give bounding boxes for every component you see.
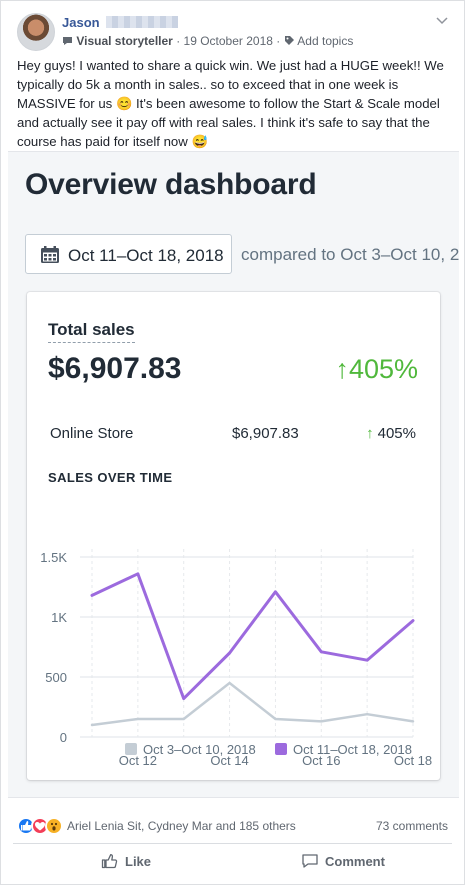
dashboard-title: Overview dashboard — [25, 168, 317, 201]
total-sales-label[interactable]: Total sales — [48, 320, 135, 343]
thumbs-up-icon — [101, 854, 118, 869]
comment-label: Comment — [325, 854, 385, 869]
author-name[interactable]: Jason — [62, 15, 100, 30]
y-tick-label: 1K — [51, 610, 67, 625]
legend-label: Oct 11–Oct 18, 2018 — [293, 742, 412, 757]
blurred-surname — [105, 16, 178, 28]
tag-icon — [284, 36, 294, 45]
post-meta: Visual storyteller · 19 October 2018 · A… — [62, 34, 353, 48]
like-label: Like — [125, 854, 152, 869]
meta-separator: · — [176, 34, 181, 48]
legend-swatch — [125, 743, 137, 755]
avatar[interactable] — [17, 13, 55, 51]
y-tick-label: 500 — [45, 670, 67, 685]
member-badge[interactable]: Visual storyteller — [76, 34, 173, 48]
calendar-icon — [41, 246, 59, 263]
post-header: Jason Visual storyteller · 19 October 20… — [17, 13, 448, 53]
x-tick-label: Oct 12 — [119, 753, 157, 768]
total-sales-value: $6,907.83 — [48, 352, 182, 385]
comment-icon — [302, 854, 318, 868]
total-sales-card: Total sales $6,907.83 ↑405% Online Store… — [27, 292, 440, 780]
compared-to-text: compared to Oct 3–Oct 10, 2018 — [241, 245, 459, 264]
series-line — [90, 572, 415, 701]
reactors-text[interactable]: Ariel Lenia Sit, Cydney Mar and 185 othe… — [67, 819, 296, 833]
y-tick-label: 1.5K — [40, 550, 67, 565]
date-range-label: Oct 11–Oct 18, 2018 — [68, 246, 224, 265]
meta-separator-2: · — [276, 34, 281, 48]
comments-count[interactable]: 73 comments — [375, 819, 448, 833]
dashboard-screenshot[interactable]: Overview dashboard Oct 11–Oct 18, 2018 c… — [8, 151, 459, 798]
x-tick-label: Oct 14 — [210, 753, 248, 768]
chevron-down-icon[interactable] — [436, 13, 448, 28]
speech-bubble-icon — [63, 37, 72, 45]
y-tick-label: 0 — [60, 730, 67, 745]
footer-divider — [13, 843, 452, 844]
channel-change-value: 405% — [377, 425, 416, 442]
x-tick-label: Oct 18 — [394, 753, 432, 768]
date-range-button[interactable]: Oct 11–Oct 18, 2018 — [25, 234, 232, 274]
x-tick-label: Oct 16 — [302, 753, 340, 768]
series-line — [90, 681, 415, 727]
sales-over-time-chart[interactable]: 0 500 1K 1.5K Oct 12 Oct 14 Oct 16 Oct 18 Oct 3–… — [27, 497, 440, 780]
total-sales-change: ↑405% — [335, 354, 418, 384]
wow-reaction-icon — [45, 817, 63, 835]
add-topics-link[interactable]: Add topics — [297, 34, 354, 48]
post-footer: Ariel Lenia Sit, Cydney Mar and 185 othe… — [1, 807, 464, 884]
channel-change: ↑ 405% — [366, 425, 416, 442]
post-date[interactable]: 19 October 2018 — [183, 34, 273, 48]
post-text: Hey guys! I wanted to share a quick win.… — [17, 58, 444, 149]
legend-swatch — [275, 743, 287, 755]
sales-over-time-label: SALES OVER TIME — [48, 470, 173, 485]
up-arrow-icon: ↑ — [366, 425, 374, 442]
channel-label: Online Store — [50, 425, 134, 442]
channel-value: $6,907.83 — [232, 425, 299, 442]
legend-label: Oct 3–Oct 10, 2018 — [143, 742, 256, 757]
author-name-line[interactable]: Jason — [62, 15, 178, 30]
